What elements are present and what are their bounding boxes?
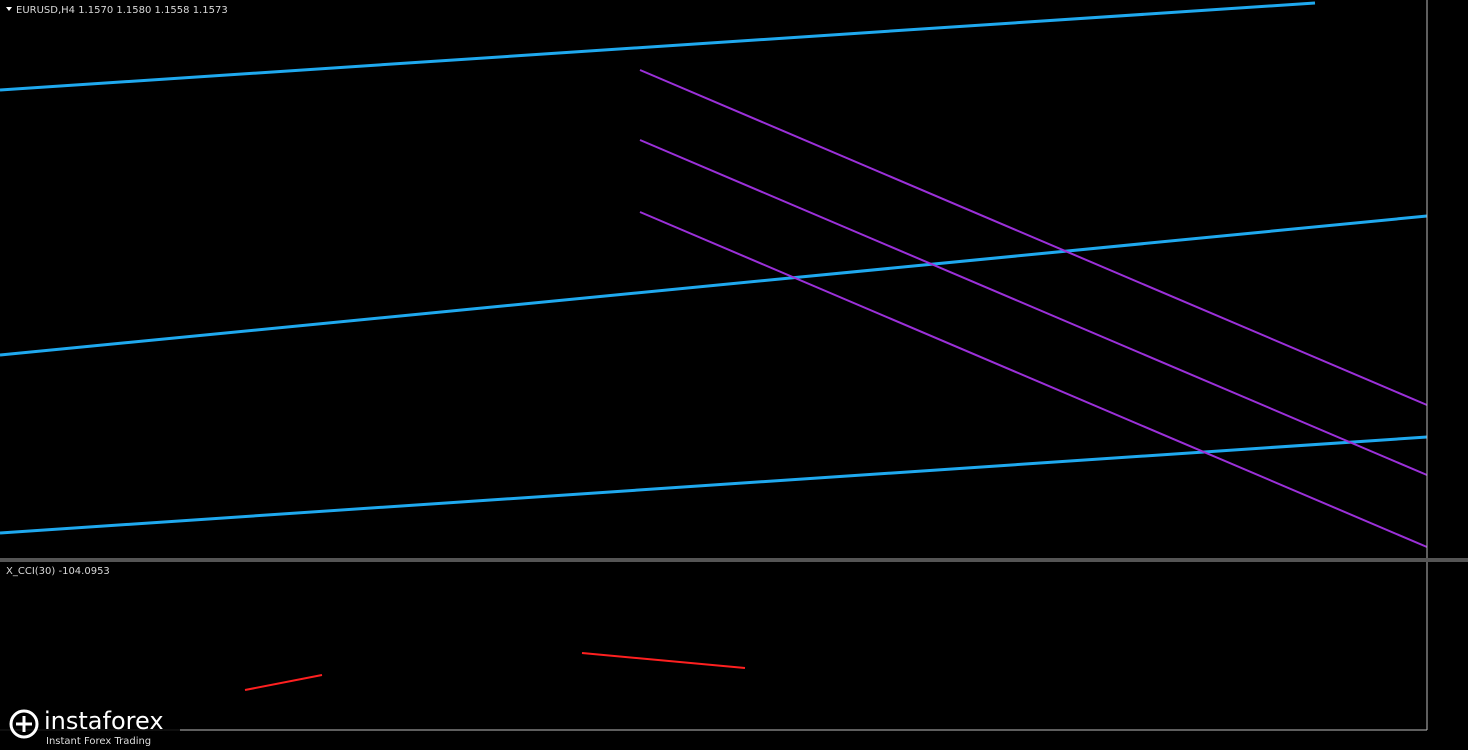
trend-line xyxy=(0,214,1428,357)
logo-icon xyxy=(9,709,39,739)
channel-line xyxy=(639,139,1428,476)
menu-arrow[interactable] xyxy=(6,7,12,11)
pane-separator xyxy=(0,558,1468,562)
chart-title: EURUSD,H4 1.1570 1.1580 1.1558 1.1573 xyxy=(16,5,228,16)
channel-line xyxy=(639,211,1428,548)
watermark-tagline: Instant Forex Trading xyxy=(46,736,151,747)
watermark-bg xyxy=(0,702,180,750)
watermark-brand: instaforex xyxy=(44,707,164,735)
divergence-line xyxy=(581,652,746,669)
divergence-line xyxy=(244,674,323,691)
indicator-title: X_CCI(30) -104.0953 xyxy=(6,566,110,577)
trend-line xyxy=(0,435,1428,535)
channel-line xyxy=(639,69,1428,406)
trend-line xyxy=(0,1,1316,92)
